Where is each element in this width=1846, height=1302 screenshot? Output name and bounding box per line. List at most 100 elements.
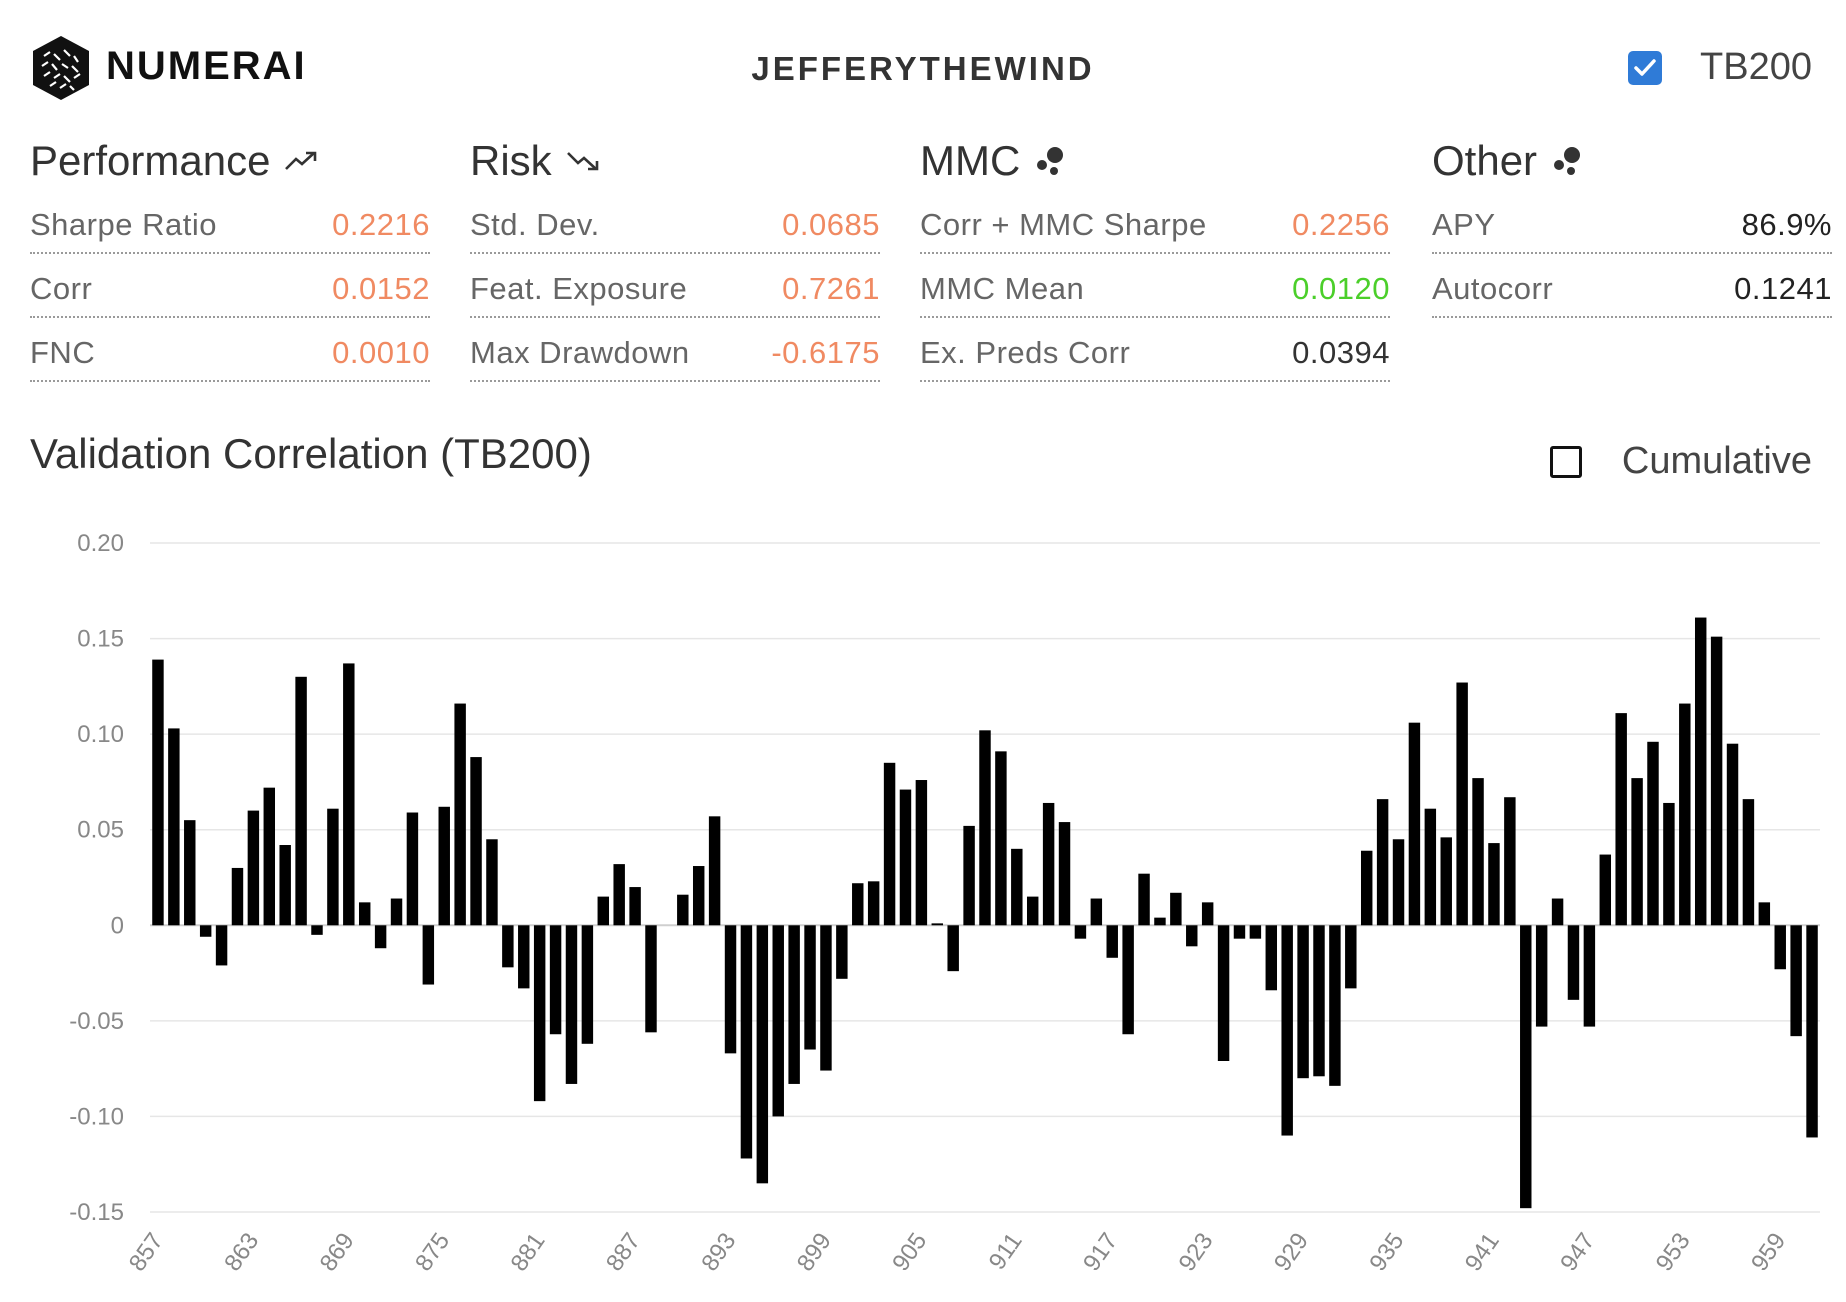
bar[interactable]	[1567, 925, 1580, 1000]
bar[interactable]	[963, 825, 975, 926]
bar[interactable]	[1504, 797, 1516, 926]
metric-row-ex-preds-corr[interactable]: Ex. Preds Corr 0.0394	[920, 318, 1390, 382]
bar[interactable]	[645, 925, 657, 1033]
bar[interactable]	[708, 816, 721, 926]
bar[interactable]	[613, 864, 625, 926]
metric-row-std-dev[interactable]: Std. Dev. 0.0685	[470, 190, 880, 254]
bar[interactable]	[1090, 898, 1103, 926]
bar[interactable]	[1281, 925, 1293, 1136]
bar[interactable]	[883, 762, 896, 926]
bar[interactable]	[1122, 925, 1134, 1035]
bar[interactable]	[820, 925, 832, 1071]
bar[interactable]	[1170, 892, 1182, 926]
bar[interactable]	[215, 925, 228, 966]
bar[interactable]	[756, 925, 769, 1184]
bar[interactable]	[804, 925, 816, 1050]
metric-row-mmc-mean[interactable]: MMC Mean 0.0120	[920, 254, 1390, 318]
brand-name[interactable]: NUMERAI	[106, 44, 307, 88]
bar[interactable]	[597, 896, 610, 926]
bar[interactable]	[1217, 925, 1230, 1061]
bar[interactable]	[1154, 917, 1166, 926]
cumulative-checkbox[interactable]	[1549, 445, 1582, 478]
bar[interactable]	[1806, 925, 1818, 1138]
bar[interactable]	[1249, 925, 1262, 939]
bar[interactable]	[1297, 925, 1309, 1079]
bar[interactable]	[1647, 741, 1659, 926]
bar[interactable]	[1520, 925, 1532, 1209]
bar[interactable]	[1201, 902, 1214, 926]
bar[interactable]	[263, 787, 276, 926]
bar[interactable]	[1106, 925, 1118, 958]
metric-row-max-drawdown[interactable]: Max Drawdown -0.6175	[470, 318, 880, 382]
bar[interactable]	[1726, 743, 1739, 926]
bar[interactable]	[422, 925, 435, 985]
bar[interactable]	[867, 881, 880, 926]
bar[interactable]	[502, 925, 514, 968]
bar[interactable]	[915, 780, 928, 926]
bar[interactable]	[1488, 843, 1500, 926]
bar[interactable]	[677, 894, 689, 926]
metric-row-fnc[interactable]: FNC 0.0010	[30, 318, 430, 382]
bar[interactable]	[1710, 636, 1723, 926]
bar[interactable]	[486, 839, 498, 926]
bar[interactable]	[247, 810, 260, 926]
bar[interactable]	[1360, 850, 1373, 926]
bar[interactable]	[772, 925, 784, 1117]
metric-row-apy[interactable]: APY 86.9%	[1432, 190, 1832, 254]
bar[interactable]	[199, 925, 212, 937]
bar[interactable]	[549, 925, 562, 1035]
bar[interactable]	[1408, 722, 1421, 926]
bar[interactable]	[1424, 808, 1437, 926]
bar[interactable]	[1058, 822, 1071, 926]
bar[interactable]	[358, 902, 371, 926]
bar[interactable]	[1345, 925, 1357, 989]
bar[interactable]	[406, 812, 419, 926]
bar[interactable]	[979, 730, 991, 926]
bar[interactable]	[1376, 799, 1389, 926]
bar[interactable]	[1583, 925, 1596, 1027]
tb200-toggle[interactable]: TB200	[1628, 46, 1812, 89]
bar[interactable]	[374, 925, 387, 949]
bar[interactable]	[1329, 925, 1341, 1086]
bar[interactable]	[1026, 896, 1039, 926]
bar[interactable]	[454, 703, 466, 926]
bar[interactable]	[629, 887, 641, 926]
bar[interactable]	[327, 808, 339, 926]
bar[interactable]	[1790, 925, 1802, 1037]
bar[interactable]	[899, 789, 912, 926]
bar[interactable]	[724, 925, 737, 1054]
bar[interactable]	[518, 925, 530, 989]
bar[interactable]	[279, 845, 291, 926]
bar[interactable]	[390, 898, 403, 926]
metric-row-feat-exposure[interactable]: Feat. Exposure 0.7261	[470, 254, 880, 318]
bar[interactable]	[1313, 925, 1325, 1077]
bar[interactable]	[1233, 925, 1246, 939]
bar[interactable]	[1694, 617, 1707, 926]
bar[interactable]	[581, 925, 594, 1044]
bar[interactable]	[311, 925, 323, 935]
bar[interactable]	[931, 923, 944, 926]
numerai-logo-icon[interactable]	[30, 34, 92, 102]
bar[interactable]	[1186, 925, 1198, 947]
bar[interactable]	[1742, 799, 1755, 926]
cumulative-toggle[interactable]: Cumulative	[1549, 440, 1812, 483]
bar[interactable]	[1074, 925, 1087, 939]
bar[interactable]	[1535, 925, 1548, 1027]
bar[interactable]	[1679, 703, 1691, 926]
bar[interactable]	[1615, 713, 1627, 926]
bar[interactable]	[184, 820, 196, 926]
metric-row-corr-mmc-sharpe[interactable]: Corr + MMC Sharpe 0.2256	[920, 190, 1390, 254]
metric-row-sharpe[interactable]: Sharpe Ratio 0.2216	[30, 190, 430, 254]
bar[interactable]	[1456, 682, 1468, 926]
bar[interactable]	[1774, 925, 1786, 970]
bar[interactable]	[533, 925, 546, 1102]
bar[interactable]	[1663, 802, 1675, 926]
bar[interactable]	[565, 925, 578, 1084]
bar[interactable]	[1138, 873, 1150, 926]
bar[interactable]	[1440, 837, 1452, 926]
bar[interactable]	[740, 925, 753, 1159]
bar[interactable]	[852, 883, 864, 926]
tb200-checkbox[interactable]	[1628, 50, 1663, 85]
bar[interactable]	[1265, 925, 1278, 991]
bar[interactable]	[231, 867, 244, 926]
